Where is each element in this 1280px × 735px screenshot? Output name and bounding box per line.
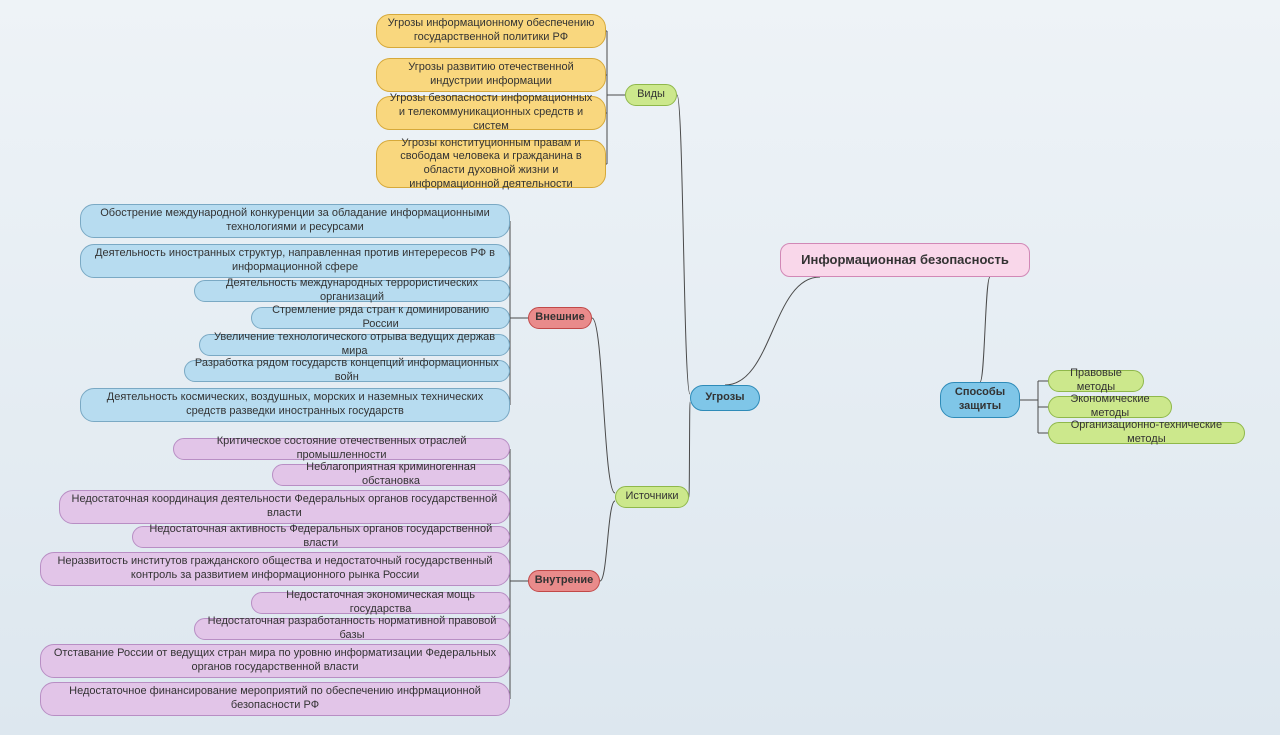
type-item-0: Угрозы информационному обеспечению госуд… xyxy=(376,14,606,48)
internal-item-2: Недостаточная координация деятельности Ф… xyxy=(59,490,510,524)
external-item-0: Обострение международной конкуренции за … xyxy=(80,204,510,238)
defense-item-2: Организационно-технические методы xyxy=(1048,422,1245,444)
types-node: Виды xyxy=(625,84,677,106)
external-item-4: Увеличение технологического отрыва ведущ… xyxy=(199,334,510,356)
external-item-3: Стремление ряда стран к доминированию Ро… xyxy=(251,307,510,329)
threats-node: Угрозы xyxy=(690,385,760,411)
internal-item-3: Недостаточная активность Федеральных орг… xyxy=(132,526,510,548)
internal-item-0: Критическое состояние отечественных отра… xyxy=(173,438,510,460)
external-item-1: Деятельность иностранных структур, напра… xyxy=(80,244,510,278)
type-item-3: Угрозы конституционным правам и свободам… xyxy=(376,140,606,188)
defense-node: Способы защиты xyxy=(940,382,1020,418)
external-item-2: Деятельность международных террористичес… xyxy=(194,280,510,302)
external-node: Внешние xyxy=(528,307,592,329)
sources-node: Источники xyxy=(615,486,689,508)
external-item-6: Деятельность космических, воздушных, мор… xyxy=(80,388,510,422)
internal-item-6: Недостаточная разработанность нормативно… xyxy=(194,618,510,640)
type-item-1: Угрозы развитию отечественной индустрии … xyxy=(376,58,606,92)
defense-item-0: Правовые методы xyxy=(1048,370,1144,392)
internal-item-5: Недостаточная экономическая мощь государ… xyxy=(251,592,510,614)
type-item-2: Угрозы безопасности информационных и тел… xyxy=(376,96,606,130)
internal-item-7: Отставание России от ведущих стран мира … xyxy=(40,644,510,678)
internal-item-8: Недостаточное финансирование мероприятий… xyxy=(40,682,510,716)
defense-item-1: Экономические методы xyxy=(1048,396,1172,418)
internal-node: Внутрение xyxy=(528,570,600,592)
external-item-5: Разработка рядом государств концепций ин… xyxy=(184,360,510,382)
root-node: Информационная безопасность xyxy=(780,243,1030,277)
internal-item-1: Неблагоприятная криминогенная обстановка xyxy=(272,464,510,486)
internal-item-4: Неразвитость институтов гражданского общ… xyxy=(40,552,510,586)
